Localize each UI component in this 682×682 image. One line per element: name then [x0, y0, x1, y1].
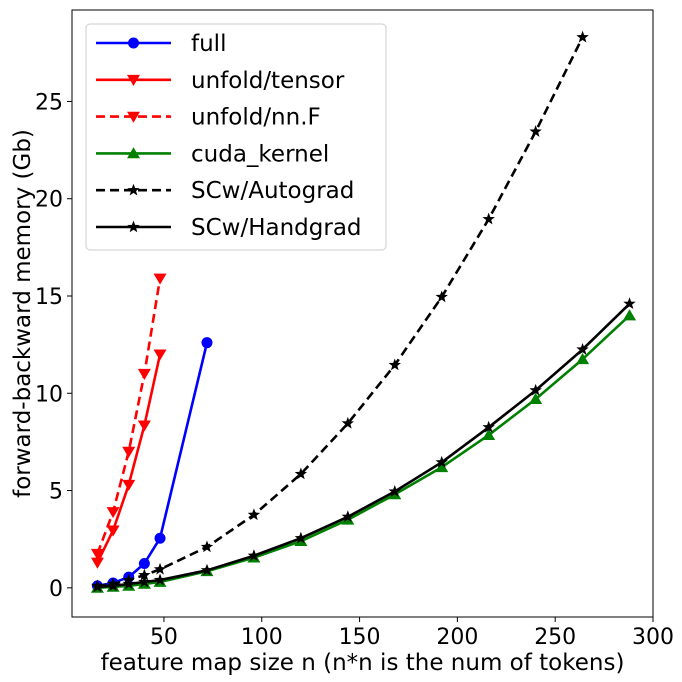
data-point — [247, 549, 261, 561]
data-point — [576, 353, 590, 365]
series-line — [97, 314, 631, 590]
legend: full unfold/tensor unfold/nn.F cuda_kernel S… — [85, 23, 387, 251]
legend-label: unfold/tensor — [191, 68, 345, 94]
legend-entry: SCw/Autograd — [96, 178, 354, 204]
axes: 50 100 150 200 250 300 0 5 10 15 20 25 — [35, 9, 674, 650]
x-axis-label: feature map size n (n*n is the num of to… — [101, 650, 625, 676]
y-tick-label: 25 — [35, 90, 63, 115]
legend-entry: cuda_kernel — [96, 141, 329, 167]
data-point — [137, 420, 151, 432]
data-point — [91, 580, 104, 593]
y-tick-label: 15 — [35, 285, 63, 310]
data-point — [435, 290, 448, 303]
x-tick-label: 250 — [534, 625, 576, 650]
data-point — [122, 446, 136, 458]
x-tick-label: 300 — [632, 625, 674, 650]
data-point — [388, 358, 401, 371]
series-unfold-tensor — [90, 349, 167, 569]
legend-label: full — [191, 31, 226, 57]
legend-entry: full — [96, 31, 226, 57]
data-point — [435, 455, 448, 468]
series-line — [97, 342, 209, 588]
data-point — [138, 575, 151, 588]
data-point — [341, 416, 355, 429]
data-point — [153, 562, 167, 575]
series-line — [96, 278, 162, 555]
data-point — [482, 428, 496, 440]
data-point — [137, 368, 151, 380]
data-point — [529, 383, 542, 396]
series-unfold-nn-f — [90, 273, 167, 560]
data-point — [90, 557, 104, 569]
data-point — [122, 479, 136, 491]
data-point — [200, 563, 214, 576]
data-point — [122, 577, 135, 590]
data-point — [153, 273, 167, 285]
data-point — [154, 532, 166, 544]
legend-entry: unfold/nn.F — [96, 105, 321, 131]
data-point — [623, 309, 637, 321]
x-tick-label: 200 — [436, 625, 478, 650]
legend-label: cuda_kernel — [191, 141, 329, 167]
data-point — [90, 548, 104, 560]
legend-marker — [127, 220, 140, 233]
y-axis-label: forward-backward memory (Gb) — [10, 129, 36, 498]
legend-marker — [127, 147, 140, 159]
data-point — [138, 568, 151, 581]
data-point — [106, 525, 120, 537]
y-tick-label: 5 — [49, 480, 63, 505]
data-point — [153, 349, 167, 361]
data-point — [294, 531, 308, 544]
legend-marker — [127, 74, 140, 86]
x-tick-label: 100 — [241, 625, 283, 650]
data-point — [435, 461, 449, 473]
legend-entry: SCw/Handgrad — [96, 215, 362, 241]
data-point — [623, 297, 636, 310]
y-tick-label: 0 — [49, 577, 63, 602]
data-point — [201, 337, 213, 349]
legend-marker — [127, 183, 140, 196]
data-point — [388, 485, 401, 497]
x-tick-label: 50 — [150, 625, 178, 650]
data-point — [341, 510, 355, 523]
series-cuda-kernel — [90, 309, 637, 593]
data-point — [576, 342, 589, 355]
data-point — [576, 30, 589, 43]
data-point — [153, 573, 167, 586]
data-point — [200, 540, 214, 553]
legend-label: SCw/Autograd — [191, 178, 354, 204]
y-tick-label: 10 — [35, 382, 63, 407]
data-point — [482, 420, 495, 433]
data-point — [138, 557, 150, 569]
axes-frame — [71, 9, 654, 618]
legend-marker — [128, 37, 139, 49]
y-tick-label: 20 — [35, 188, 63, 213]
data-point — [482, 212, 495, 225]
data-point — [247, 508, 261, 521]
data-point — [106, 507, 120, 519]
series-scw-handgrad — [91, 297, 636, 593]
legend-label: SCw/Handgrad — [191, 215, 362, 241]
series-line — [97, 302, 631, 589]
data-point — [106, 579, 120, 592]
legend-label: unfold/nn.F — [191, 105, 321, 131]
x-tick-label: 150 — [339, 625, 381, 650]
data-point — [529, 125, 542, 137]
legend-marker — [127, 111, 140, 123]
series-line — [96, 354, 162, 564]
legend-entry: unfold/tensor — [96, 68, 345, 94]
plot-area — [90, 30, 637, 593]
data-point — [529, 392, 543, 404]
data-point — [294, 467, 308, 480]
